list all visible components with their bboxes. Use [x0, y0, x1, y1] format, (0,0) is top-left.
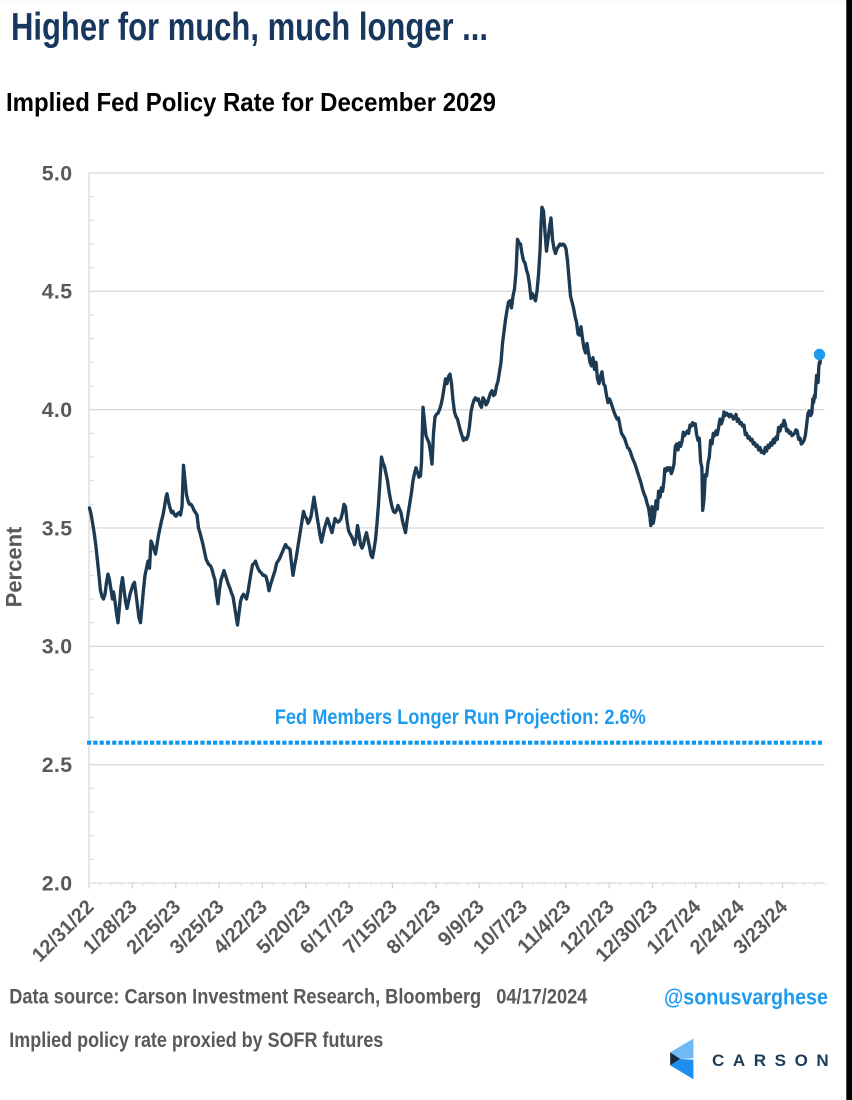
svg-text:Higher for much, much longer .: Higher for much, much longer ...	[11, 6, 488, 49]
svg-text:2.5: 2.5	[42, 753, 73, 777]
svg-text:Percent: Percent	[2, 526, 27, 607]
svg-text:CARSON: CARSON	[712, 1051, 837, 1070]
svg-text:3.0: 3.0	[42, 635, 73, 659]
svg-text:@sonusvarghese: @sonusvarghese	[664, 985, 828, 1010]
svg-text:2.0: 2.0	[42, 871, 73, 895]
svg-text:4.0: 4.0	[42, 398, 73, 422]
svg-text:3.5: 3.5	[42, 516, 73, 540]
svg-text:Implied policy rate proxied by: Implied policy rate proxied by SOFR futu…	[9, 1029, 383, 1052]
svg-text:5.0: 5.0	[42, 161, 73, 185]
svg-text:4.5: 4.5	[42, 280, 73, 304]
svg-text:Data source: Carson Investment: Data source: Carson Investment Research,…	[9, 985, 587, 1008]
svg-text:Implied Fed Policy Rate for De: Implied Fed Policy Rate for December 202…	[6, 87, 496, 117]
svg-text:Fed Members Longer Run Project: Fed Members Longer Run Projection: 2.6%	[275, 705, 646, 729]
